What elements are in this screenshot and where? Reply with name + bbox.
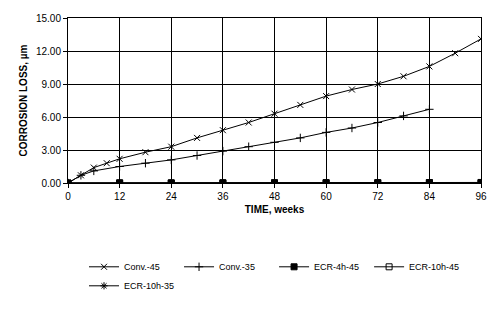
svg-text:12.00: 12.00 — [36, 46, 61, 57]
svg-text:ECR-10h-45: ECR-10h-45 — [409, 262, 459, 272]
svg-text:CORROSION LOSS, µm: CORROSION LOSS, µm — [18, 44, 29, 156]
svg-text:12: 12 — [114, 191, 126, 202]
svg-text:96: 96 — [475, 191, 487, 202]
svg-text:36: 36 — [217, 191, 229, 202]
svg-text:3.00: 3.00 — [42, 145, 62, 156]
svg-text:84: 84 — [424, 191, 436, 202]
svg-text:24: 24 — [166, 191, 178, 202]
svg-text:ECR-4h-45: ECR-4h-45 — [314, 262, 359, 272]
svg-text:60: 60 — [321, 191, 333, 202]
svg-text:Conv.-35: Conv.-35 — [219, 262, 255, 272]
svg-text:0: 0 — [65, 191, 71, 202]
svg-text:ECR-10h-35: ECR-10h-35 — [124, 281, 174, 291]
svg-text:9.00: 9.00 — [42, 79, 62, 90]
svg-text:0.00: 0.00 — [42, 178, 62, 189]
svg-text:TIME, weeks: TIME, weeks — [245, 204, 305, 215]
svg-text:Conv.-45: Conv.-45 — [124, 262, 160, 272]
svg-text:6.00: 6.00 — [42, 112, 62, 123]
svg-text:72: 72 — [372, 191, 384, 202]
svg-text:48: 48 — [269, 191, 281, 202]
svg-text:15.00: 15.00 — [36, 13, 61, 24]
